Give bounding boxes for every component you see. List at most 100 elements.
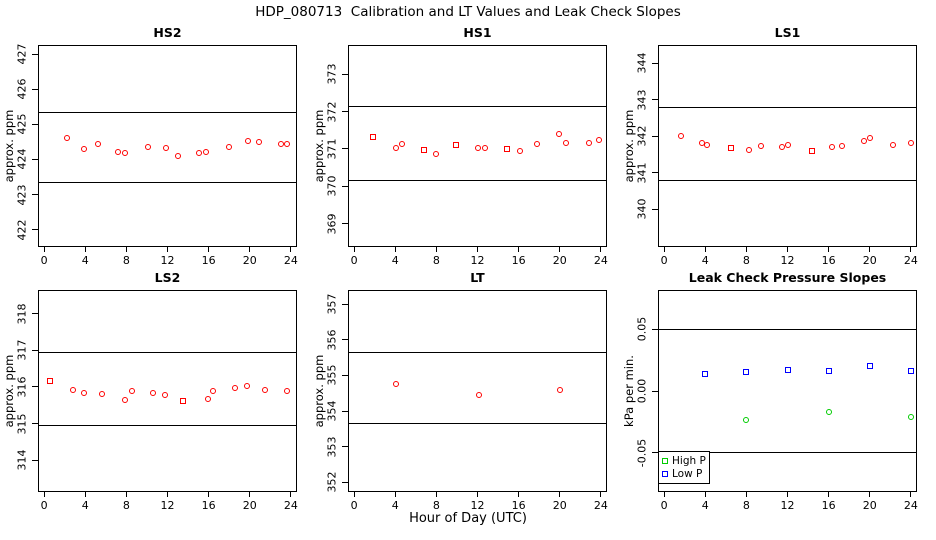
x-tick-label: 16 [201, 499, 216, 512]
data-point-cal-values [283, 387, 290, 394]
data-point-cal-values [421, 147, 428, 154]
data-point-cal-values [452, 141, 459, 148]
x-tick-label: 4 [391, 254, 399, 267]
y-tick-label: 317 [15, 339, 29, 361]
y-tick-label: 0.00 [635, 378, 649, 404]
x-tick-mark [704, 246, 706, 252]
data-point-low-p [743, 369, 750, 376]
x-tick-mark [477, 246, 478, 252]
x-tick-label: 20 [862, 499, 877, 512]
y-tick-mark [342, 223, 348, 225]
x-tick-mark [353, 491, 355, 497]
reference-line [659, 106, 916, 108]
y-tick-label: 425 [15, 113, 29, 135]
x-axis-title: Hour of Day (UTC) [409, 511, 527, 526]
y-axis-label: kPa per min. [622, 355, 636, 427]
x-tick-mark [84, 491, 86, 497]
reference-line [349, 351, 606, 353]
x-tick-label: 0 [40, 499, 48, 512]
legend-label: High P [672, 454, 706, 467]
y-tick-mark [342, 303, 348, 305]
y-tick-mark [32, 459, 38, 461]
x-tick-mark [43, 491, 45, 497]
x-tick-label: 24 [593, 254, 608, 267]
y-tick-label: 318 [15, 303, 29, 325]
subplot: LS2 approx. ppm 314 315 316 317 318 0 4 8 12 16 20… [2, 270, 298, 512]
y-tick-label: 372 [325, 101, 339, 123]
x-tick-label: 16 [821, 254, 836, 267]
y-tick-label: 354 [325, 400, 339, 422]
y-tick-mark [652, 328, 658, 330]
y-tick-label: 352 [325, 471, 339, 493]
reference-line [39, 424, 296, 426]
y-tick-mark [32, 313, 38, 315]
data-point-cal-values [474, 145, 481, 152]
reference-line [659, 328, 916, 330]
data-point-cal-values [47, 378, 54, 385]
x-tick-mark [787, 491, 788, 497]
x-tick-mark [167, 246, 168, 252]
subplot: HS1 approx. ppm 369 370 371 372 373 0 4 8 12 16 20… [312, 25, 608, 267]
data-point-cal-values [809, 147, 816, 154]
x-tick-label: 8 [742, 499, 750, 512]
y-axis-label: approx. ppm [312, 109, 326, 183]
y-tick-label: 357 [325, 293, 339, 315]
data-point-cal-values [244, 138, 251, 145]
y-tick-mark [342, 148, 348, 150]
y-tick-mark [342, 374, 348, 376]
x-tick-mark [600, 246, 602, 252]
data-point-cal-values [255, 139, 262, 146]
data-point-cal-values [174, 152, 181, 159]
subplot: Leak Check Pressure Slopes kPa per min. … [622, 270, 918, 512]
y-tick-label: 0.05 [635, 317, 649, 342]
data-point-cal-values [433, 150, 440, 157]
x-tick-label: 12 [160, 499, 175, 512]
data-point-high-p [907, 413, 914, 420]
data-point-cal-values [516, 147, 523, 154]
x-tick-mark [394, 491, 396, 497]
x-tick-mark [208, 246, 210, 252]
data-point-cal-values [585, 140, 592, 146]
x-tick-label: 16 [511, 499, 526, 512]
legend-label: Low P [672, 468, 703, 481]
x-tick-label: 24 [903, 254, 918, 267]
x-tick-label: 4 [81, 254, 89, 267]
reference-line [39, 351, 296, 353]
data-point-cal-values [481, 145, 488, 152]
y-tick-mark [652, 390, 658, 392]
y-tick-mark [32, 158, 38, 160]
y-tick-label: 423 [15, 184, 29, 205]
y-tick-label: -0.05 [635, 438, 649, 467]
legend-marker-high-p [662, 457, 668, 464]
data-point-cal-values [907, 139, 914, 146]
y-tick-mark [32, 53, 38, 55]
y-tick-mark [342, 339, 348, 341]
reference-line [349, 423, 606, 425]
subplot-title: HS2 [153, 25, 182, 40]
data-point-cal-values [115, 148, 122, 155]
y-tick-mark [342, 446, 348, 448]
x-tick-mark [353, 246, 355, 252]
data-point-cal-values [232, 385, 239, 392]
data-point-cal-values [226, 143, 233, 150]
data-point-high-p [743, 417, 750, 423]
x-tick-mark [43, 246, 45, 252]
data-point-cal-values [746, 147, 753, 154]
data-point-low-p [825, 368, 832, 375]
y-tick-mark [32, 123, 38, 125]
data-point-cal-values [196, 150, 203, 157]
x-tick-mark [477, 491, 478, 497]
x-tick-mark [663, 491, 665, 497]
reference-line [39, 182, 296, 184]
x-tick-mark [290, 491, 292, 497]
data-point-cal-values [69, 386, 76, 393]
x-tick-mark [600, 491, 602, 497]
data-point-cal-values [202, 149, 209, 156]
data-point-cal-values [162, 392, 169, 399]
y-tick-mark [342, 111, 348, 113]
y-tick-label: 371 [325, 138, 339, 160]
y-tick-mark [652, 135, 658, 137]
data-point-cal-values [727, 145, 734, 151]
x-tick-label: 12 [780, 499, 795, 512]
y-tick-label: 373 [325, 63, 339, 85]
